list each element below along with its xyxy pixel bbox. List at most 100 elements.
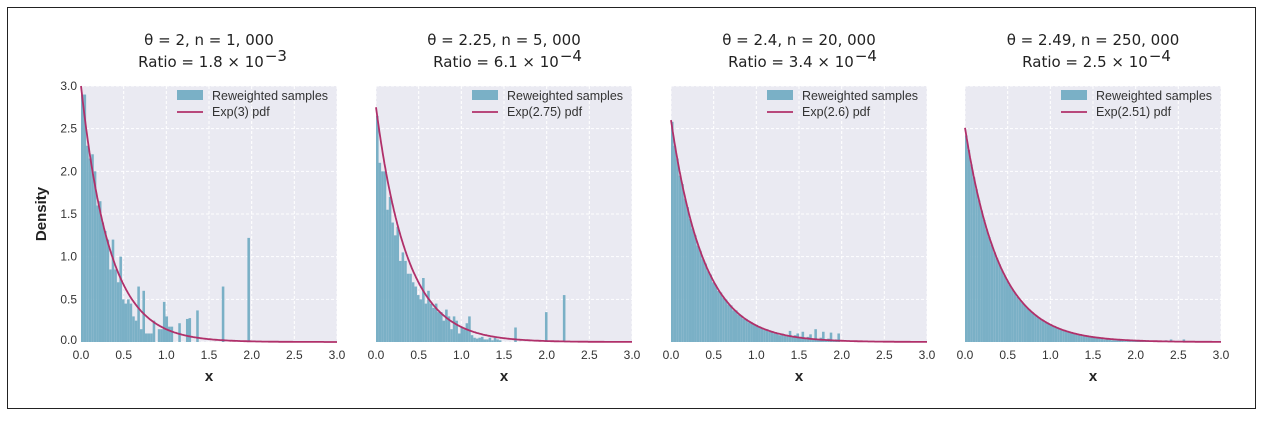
histogram-bar	[432, 307, 435, 342]
histogram-bar	[86, 145, 89, 342]
histogram-bar	[799, 337, 802, 342]
histogram-bar	[188, 318, 192, 342]
histogram-bar	[429, 303, 433, 342]
legend-label-samples: Reweighted samples	[1096, 89, 1212, 103]
histogram-bar	[396, 226, 400, 342]
histogram-bar	[824, 340, 828, 342]
histogram-bar	[709, 274, 712, 342]
histogram-bar	[486, 339, 489, 342]
histogram-bar	[673, 145, 677, 342]
histogram-bar	[480, 336, 484, 342]
title-line-2: Ratio = 6.1 × 10	[433, 53, 559, 71]
histogram-bar	[1075, 334, 1078, 342]
histogram-bar	[791, 336, 794, 342]
title-line-1: θ = 2, n = 1, 000	[144, 31, 274, 49]
histogram-bar	[455, 320, 458, 342]
histogram-bar	[1080, 335, 1083, 342]
histogram-bar	[768, 331, 771, 342]
histogram-bar	[1072, 333, 1076, 342]
histogram-bar	[81, 94, 84, 343]
histogram-bar	[544, 312, 548, 342]
histogram-bar	[493, 337, 497, 342]
histogram-bar	[1016, 296, 1019, 342]
x-tick-label: 0.5	[999, 348, 1016, 362]
pdf-line	[80, 85, 337, 343]
histogram-bar	[750, 322, 753, 342]
histogram-bar	[1098, 338, 1101, 342]
histogram-bar	[409, 273, 412, 342]
histogram-bar	[1052, 325, 1055, 342]
histogram-bar	[975, 189, 978, 342]
legend-label-pdf: Exp(2.6) pdf	[802, 105, 871, 119]
title-line-2: Ratio = 1.8 × 10	[138, 53, 264, 71]
histogram-bar	[742, 318, 746, 342]
histogram-bar	[676, 158, 679, 342]
x-tick-label: 1.0	[748, 348, 765, 362]
histogram-bar	[719, 292, 723, 342]
histogram-bar	[83, 94, 87, 343]
histogram-bar	[1113, 340, 1117, 342]
histogram-bar	[688, 219, 692, 342]
legend-label-samples: Reweighted samples	[507, 89, 623, 103]
histogram-bar	[1034, 314, 1037, 342]
histogram-bar	[1044, 322, 1047, 342]
histogram-bar	[770, 330, 774, 342]
histogram-bar	[775, 332, 779, 342]
histogram-bar	[1121, 340, 1124, 342]
histogram-bar	[1105, 339, 1109, 342]
panel-1: 0.0 0.5 1.0 1.5 2.0 2.5 3.0 0.0 0.5 1.0 1.5 2.0 2.5 3…	[33, 31, 346, 385]
histogram-bar	[1087, 336, 1091, 342]
x-tick-label: 1.0	[453, 348, 470, 362]
histogram-bar	[401, 252, 405, 342]
title-exponent: −3	[265, 47, 287, 65]
histogram-bar	[381, 171, 384, 342]
histogram-bar	[735, 310, 738, 342]
x-tick-label: 0.5	[705, 348, 722, 362]
histogram-bar	[150, 333, 153, 342]
histogram-bar	[1126, 341, 1129, 342]
histogram-bar	[160, 329, 163, 342]
histogram-bar	[701, 259, 705, 342]
histogram-bar	[93, 171, 97, 342]
histogram-bar	[468, 316, 471, 342]
title-line-2: Ratio = 2.5 × 10	[1022, 53, 1148, 71]
histogram-bar	[998, 264, 1001, 342]
x-axis-label: x	[205, 368, 214, 385]
histogram-bar	[829, 332, 833, 342]
histogram-bar	[683, 198, 687, 342]
histogram-bar	[101, 222, 105, 342]
histogram-bar	[1029, 310, 1032, 342]
x-tick-label: 1.5	[791, 348, 808, 362]
histogram-bar	[977, 200, 981, 342]
histogram-bar	[1133, 341, 1137, 342]
histogram-bar	[391, 222, 394, 342]
x-axis-label: x	[1089, 368, 1098, 385]
histogram-bar	[1039, 318, 1042, 342]
histogram-bar	[470, 335, 474, 342]
histogram-bar	[995, 258, 999, 342]
histogram-bar	[980, 210, 983, 342]
histogram-bar	[773, 333, 776, 342]
histogram-bar	[711, 282, 715, 342]
x-tick-label: 1.0	[1042, 348, 1059, 362]
pdf-line	[670, 119, 927, 343]
histogram-bar	[727, 304, 730, 342]
histogram-bar	[1031, 312, 1035, 342]
x-tick-label: 0.0	[663, 348, 680, 362]
histogram-bar	[473, 337, 476, 342]
histogram-bar	[157, 329, 161, 342]
x-axis-label: x	[500, 368, 509, 385]
histogram-bar	[1003, 275, 1006, 342]
histogram-bar	[106, 239, 110, 342]
histogram-bar	[993, 252, 996, 342]
histogram-bar	[142, 290, 145, 342]
histogram-bar	[1108, 339, 1111, 342]
histogram-bar	[562, 295, 566, 342]
pdf-line	[964, 127, 1221, 343]
histogram-bar	[1018, 300, 1022, 342]
histogram-bar	[1013, 292, 1017, 342]
histogram-bar	[1046, 323, 1050, 342]
histogram-bar	[982, 219, 986, 342]
histogram-bar	[116, 282, 120, 342]
x-tick-label: 2.0	[243, 348, 260, 362]
